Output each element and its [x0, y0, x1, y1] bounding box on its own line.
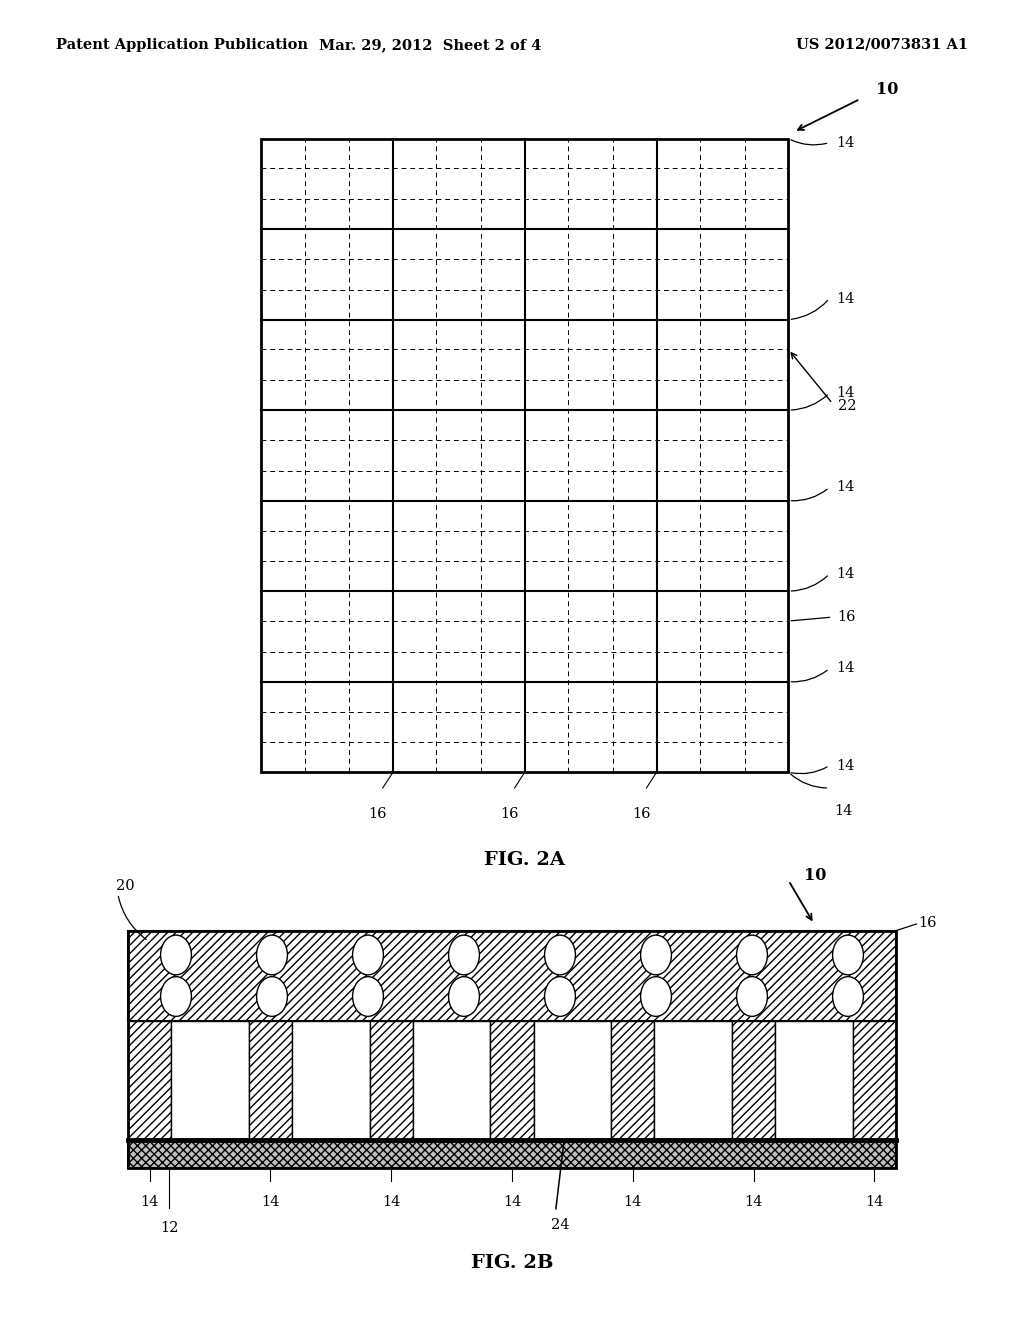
- Circle shape: [833, 935, 863, 975]
- Bar: [292, 1020, 370, 1139]
- Text: 16: 16: [632, 807, 650, 821]
- Text: 14: 14: [865, 1195, 884, 1209]
- Circle shape: [736, 935, 767, 975]
- Circle shape: [736, 977, 767, 1016]
- Circle shape: [641, 935, 672, 975]
- Text: 14: 14: [503, 1195, 521, 1209]
- Circle shape: [545, 977, 575, 1016]
- Circle shape: [161, 977, 191, 1016]
- Bar: [249, 1020, 292, 1139]
- Bar: [853, 1020, 896, 1139]
- Text: 14: 14: [261, 1195, 280, 1209]
- Bar: [490, 1020, 534, 1139]
- Text: 12: 12: [160, 1221, 178, 1236]
- Text: 16: 16: [919, 916, 937, 929]
- Circle shape: [449, 935, 479, 975]
- Text: 16: 16: [369, 807, 387, 821]
- Text: 22: 22: [838, 399, 856, 413]
- Text: 14: 14: [837, 292, 855, 305]
- Bar: [775, 1020, 853, 1139]
- Text: 14: 14: [837, 480, 855, 495]
- Text: 14: 14: [837, 661, 855, 676]
- Bar: [611, 1020, 654, 1139]
- Text: 14: 14: [837, 385, 855, 400]
- Bar: [261, 139, 788, 772]
- Text: 16: 16: [500, 807, 519, 821]
- Bar: [534, 1020, 611, 1139]
- Text: 14: 14: [744, 1195, 763, 1209]
- Bar: [128, 931, 896, 1020]
- Text: 14: 14: [140, 1195, 159, 1209]
- Bar: [171, 1020, 249, 1139]
- Text: FIG. 2B: FIG. 2B: [471, 1254, 553, 1272]
- Text: US 2012/0073831 A1: US 2012/0073831 A1: [796, 38, 968, 51]
- Text: 24: 24: [551, 1218, 570, 1233]
- Bar: [732, 1020, 775, 1139]
- Circle shape: [352, 977, 383, 1016]
- Text: 14: 14: [382, 1195, 400, 1209]
- Text: 14: 14: [835, 804, 853, 818]
- Circle shape: [449, 977, 479, 1016]
- Text: 10: 10: [876, 82, 898, 98]
- Text: FIG. 2A: FIG. 2A: [484, 851, 565, 870]
- Bar: [654, 1020, 732, 1139]
- Text: 14: 14: [624, 1195, 642, 1209]
- Circle shape: [352, 935, 383, 975]
- Text: 14: 14: [837, 568, 855, 581]
- Bar: [413, 1020, 490, 1139]
- Bar: [128, 1020, 171, 1139]
- Circle shape: [161, 935, 191, 975]
- Text: Mar. 29, 2012  Sheet 2 of 4: Mar. 29, 2012 Sheet 2 of 4: [318, 38, 542, 51]
- Text: 16: 16: [838, 610, 856, 624]
- Circle shape: [545, 935, 575, 975]
- Bar: [370, 1020, 413, 1139]
- Text: 20: 20: [116, 879, 134, 892]
- Circle shape: [641, 977, 672, 1016]
- Text: Patent Application Publication: Patent Application Publication: [56, 38, 308, 51]
- Bar: [128, 1139, 896, 1168]
- Bar: [128, 931, 896, 1168]
- Text: 10: 10: [804, 867, 826, 883]
- Text: 14: 14: [837, 136, 855, 149]
- Circle shape: [833, 977, 863, 1016]
- Circle shape: [257, 935, 288, 975]
- Circle shape: [257, 977, 288, 1016]
- Text: 14: 14: [837, 759, 855, 772]
